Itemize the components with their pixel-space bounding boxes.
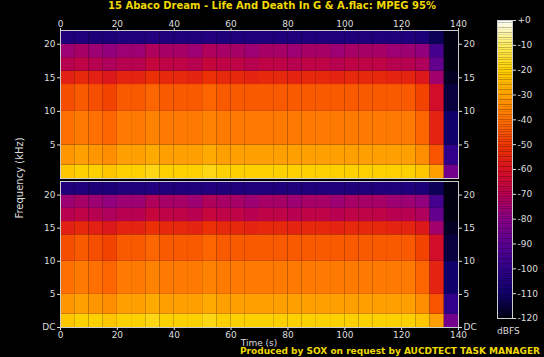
html-text:Frequency (kHz): Frequency (kHz) <box>14 137 25 219</box>
svg-text:15: 15 <box>464 73 475 83</box>
svg-text:-20: -20 <box>518 65 533 75</box>
svg-text:20: 20 <box>464 190 476 200</box>
svg-text:-30: -30 <box>518 90 533 100</box>
svg-text:20: 20 <box>464 39 476 49</box>
svg-text:5: 5 <box>464 140 470 150</box>
svg-text:100: 100 <box>336 19 353 29</box>
svg-text:100: 100 <box>336 330 353 340</box>
svg-text:10: 10 <box>464 106 476 116</box>
svg-text:10: 10 <box>464 256 476 266</box>
svg-text:15: 15 <box>44 73 55 83</box>
svg-text:10: 10 <box>44 256 56 266</box>
svg-text:5: 5 <box>464 289 470 299</box>
svg-text:15: 15 <box>44 223 55 233</box>
svg-text:20: 20 <box>44 39 56 49</box>
svg-text:15: 15 <box>464 223 475 233</box>
html-text:dBFS: dBFS <box>497 326 520 336</box>
svg-text:-40: -40 <box>518 115 533 125</box>
svg-text:5: 5 <box>50 140 56 150</box>
svg-text:-100: -100 <box>518 264 539 274</box>
svg-text:20: 20 <box>112 330 124 340</box>
svg-text:140: 140 <box>450 19 467 29</box>
svg-text:120: 120 <box>393 19 410 29</box>
svg-text:-120: -120 <box>518 313 539 322</box>
html-text:Produced by SOX on request by: Produced by SOX on request by AUCDTECT T… <box>240 346 540 356</box>
svg-text:0: 0 <box>58 330 64 340</box>
svg-text:-10: -10 <box>518 40 533 50</box>
svg-text:DC: DC <box>463 322 477 333</box>
svg-text:140: 140 <box>450 330 467 340</box>
svg-text:80: 80 <box>282 19 294 29</box>
svg-text:60: 60 <box>225 330 237 340</box>
svg-text:20: 20 <box>112 19 124 29</box>
svg-text:-70: -70 <box>518 189 533 199</box>
svg-text:5: 5 <box>50 289 56 299</box>
svg-text:0: 0 <box>58 19 64 29</box>
svg-text:120: 120 <box>393 330 410 340</box>
svg-text:20: 20 <box>44 190 56 200</box>
svg-text:+0: +0 <box>518 15 532 25</box>
html-text:Time (s): Time (s) <box>240 338 278 348</box>
svg-text:-90: -90 <box>518 239 533 249</box>
svg-text:-50: -50 <box>518 140 533 150</box>
svg-text:-110: -110 <box>518 289 539 299</box>
svg-text:40: 40 <box>168 330 180 340</box>
html-text:15 Abaco Dream - Life And Deat: 15 Abaco Dream - Life And Death In G & A… <box>108 0 436 11</box>
svg-text:40: 40 <box>168 19 180 29</box>
svg-text:-80: -80 <box>518 214 533 224</box>
svg-text:-60: -60 <box>518 164 533 174</box>
svg-text:10: 10 <box>44 106 56 116</box>
svg-text:80: 80 <box>282 330 294 340</box>
svg-text:DC: DC <box>42 322 55 332</box>
svg-text:60: 60 <box>225 19 237 29</box>
